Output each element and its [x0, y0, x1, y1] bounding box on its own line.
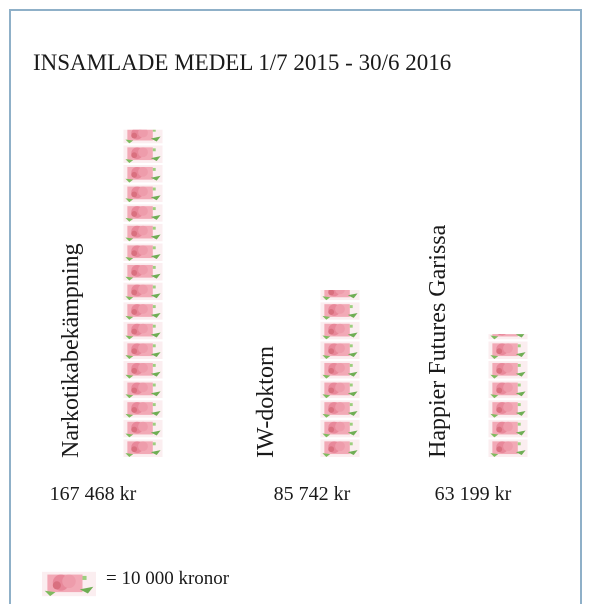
icon	[488, 341, 528, 359]
icon	[123, 184, 163, 203]
icon	[123, 439, 163, 457]
icon	[320, 380, 360, 399]
value-label: 85 742 kr	[274, 483, 351, 505]
legend-label: = 10 000 kronor	[106, 568, 230, 589]
icon	[320, 419, 360, 438]
icon	[123, 282, 163, 301]
icon-stack	[320, 289, 360, 457]
icon	[488, 361, 528, 379]
icon	[488, 380, 528, 399]
icon	[488, 400, 528, 418]
icon	[320, 439, 360, 457]
legend: = 10 000 kronor	[42, 568, 230, 597]
icon	[320, 289, 360, 301]
value-label: 167 468 kr	[50, 483, 137, 505]
icon	[123, 204, 163, 222]
icon	[320, 361, 360, 379]
icon	[123, 341, 163, 359]
icon	[320, 302, 360, 320]
icon	[123, 129, 163, 144]
category-label: IW-doktorn	[253, 346, 279, 458]
icon	[123, 243, 163, 261]
icon	[320, 400, 360, 418]
icon	[320, 341, 360, 359]
icon	[123, 263, 163, 281]
icon	[123, 321, 163, 340]
icon	[488, 439, 528, 457]
icon	[123, 302, 163, 320]
icon	[320, 321, 360, 340]
icon	[123, 419, 163, 438]
icon-stack	[488, 334, 528, 457]
frame	[9, 9, 582, 604]
chart-title: INSAMLADE MEDEL 1/7 2015 - 30/6 2016	[33, 50, 451, 75]
icon	[123, 361, 163, 379]
icon	[123, 380, 163, 399]
icon	[123, 400, 163, 418]
legend-icon	[42, 571, 96, 597]
icon	[488, 334, 528, 340]
value-label: 63 199 kr	[435, 483, 512, 505]
icon	[488, 419, 528, 438]
icon	[123, 165, 163, 183]
category-label: Happier Futures Garissa	[425, 224, 451, 458]
category-label: Narkotikabekämpning	[58, 243, 84, 458]
icon	[123, 145, 163, 163]
icon	[123, 223, 163, 242]
icon-stack	[123, 129, 163, 457]
